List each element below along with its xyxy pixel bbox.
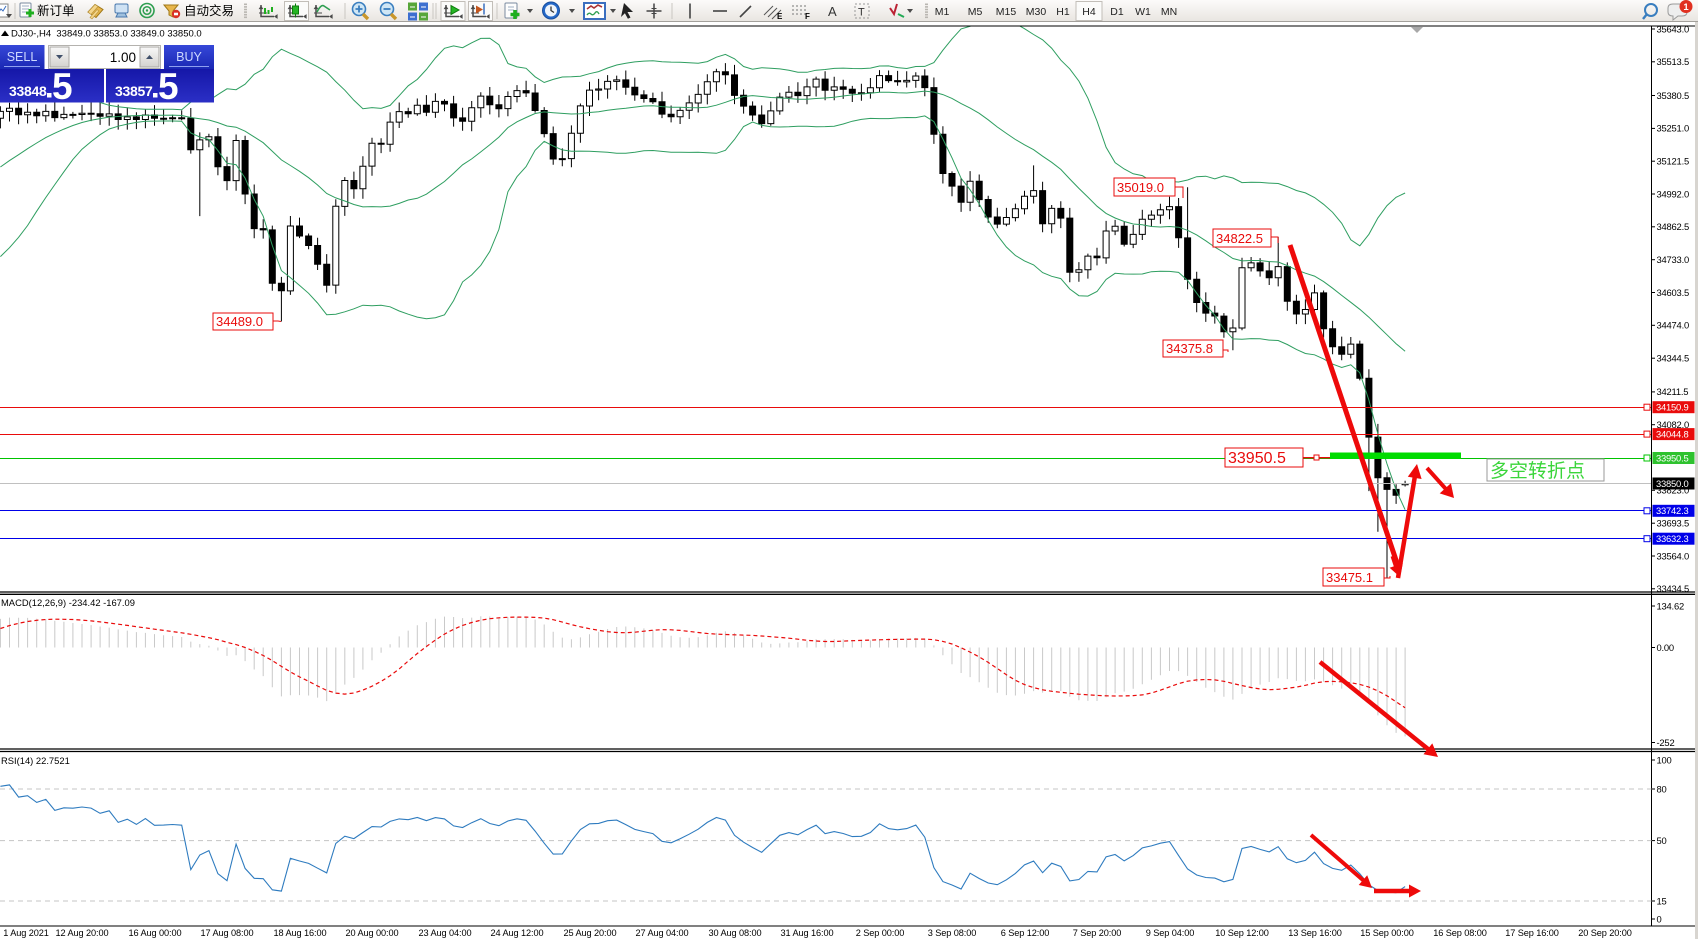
svg-text:自动交易: 自动交易 [184,3,234,18]
svg-text:33823.0: 33823.0 [1657,485,1690,496]
svg-text:34344.5: 34344.5 [1657,353,1690,364]
svg-text:3 Sep 08:00: 3 Sep 08:00 [928,928,976,938]
svg-text:33693.5: 33693.5 [1657,518,1690,529]
svg-text:1 Aug 2021: 1 Aug 2021 [3,928,49,938]
svg-text:34603.5: 34603.5 [1657,287,1690,298]
svg-text:BUY: BUY [176,50,202,64]
svg-text:35019.0: 35019.0 [1117,180,1164,195]
svg-text:新订单: 新订单 [37,3,75,18]
svg-text:33857: 33857 [115,83,153,99]
svg-text:D1: D1 [1110,6,1124,18]
svg-text:31 Aug 16:00: 31 Aug 16:00 [781,928,834,938]
svg-text:M15: M15 [996,6,1017,18]
svg-text:RSI(14) 22.7521: RSI(14) 22.7521 [1,755,70,766]
svg-text:33475.1: 33475.1 [1326,570,1373,585]
svg-text:15: 15 [1657,895,1667,906]
svg-text:1.00: 1.00 [110,50,136,65]
svg-text:35513.5: 35513.5 [1657,56,1690,67]
svg-text:34992.0: 34992.0 [1657,188,1690,199]
svg-text:16 Sep 08:00: 16 Sep 08:00 [1433,928,1486,938]
svg-text:34044.8: 34044.8 [1656,428,1689,439]
svg-text:35643.0: 35643.0 [1657,23,1690,34]
svg-text:13 Sep 16:00: 13 Sep 16:00 [1288,928,1341,938]
svg-text:0: 0 [1657,913,1662,924]
svg-text:35251.0: 35251.0 [1657,123,1690,134]
svg-text:34733.0: 34733.0 [1657,254,1690,265]
svg-text:27 Aug 04:00: 27 Aug 04:00 [636,928,689,938]
svg-text:M30: M30 [1026,6,1047,18]
svg-text:30 Aug 08:00: 30 Aug 08:00 [709,928,762,938]
svg-text:20 Aug 00:00: 20 Aug 00:00 [346,928,399,938]
svg-text:0.00: 0.00 [1657,642,1674,653]
svg-text:34474.0: 34474.0 [1657,320,1690,331]
svg-text:50: 50 [1657,835,1667,846]
svg-text:F: F [805,12,810,21]
svg-text:6 Sep 12:00: 6 Sep 12:00 [1001,928,1049,938]
svg-text:35121.5: 35121.5 [1657,156,1690,167]
svg-text:12 Aug 20:00: 12 Aug 20:00 [56,928,109,938]
svg-text:A: A [828,4,837,19]
svg-text:-252: -252 [1657,737,1675,748]
svg-text:E: E [777,12,783,21]
svg-text:100: 100 [1657,754,1672,765]
svg-text:34150.9: 34150.9 [1656,402,1689,413]
svg-text:33850.0: 33850.0 [1656,478,1689,489]
svg-text:17 Aug 08:00: 17 Aug 08:00 [201,928,254,938]
svg-text:H4: H4 [1082,6,1096,18]
svg-text:2 Sep 00:00: 2 Sep 00:00 [856,928,904,938]
svg-text:1: 1 [1683,2,1689,13]
svg-text:33950.5: 33950.5 [1656,452,1689,463]
svg-text:16 Aug 00:00: 16 Aug 00:00 [129,928,182,938]
svg-text:33564.0: 33564.0 [1657,550,1690,561]
svg-text:5: 5 [52,66,73,107]
svg-text:17 Sep 16:00: 17 Sep 16:00 [1505,928,1558,938]
svg-text:15 Sep 00:00: 15 Sep 00:00 [1360,928,1413,938]
svg-text:24 Aug 12:00: 24 Aug 12:00 [491,928,544,938]
svg-text:33950.5: 33950.5 [1228,450,1286,467]
svg-text:18 Aug 16:00: 18 Aug 16:00 [274,928,327,938]
svg-text:10 Sep 12:00: 10 Sep 12:00 [1215,928,1268,938]
svg-text:34375.8: 34375.8 [1166,341,1213,356]
svg-text:7 Sep 20:00: 7 Sep 20:00 [1073,928,1121,938]
svg-text:M5: M5 [968,6,983,18]
svg-text:20 Sep 20:00: 20 Sep 20:00 [1578,928,1631,938]
svg-text:33742.3: 33742.3 [1656,505,1689,516]
svg-text:9 Sep 04:00: 9 Sep 04:00 [1146,928,1194,938]
svg-text:W1: W1 [1135,6,1151,18]
svg-text:MN: MN [1161,6,1177,18]
svg-text:34862.5: 34862.5 [1657,221,1690,232]
svg-text:SELL: SELL [7,50,38,64]
svg-text:35380.5: 35380.5 [1657,90,1690,101]
svg-text:MACD(12,26,9) -234.42 -167.09: MACD(12,26,9) -234.42 -167.09 [1,597,135,608]
svg-text:T: T [858,7,865,19]
svg-text:23 Aug 04:00: 23 Aug 04:00 [419,928,472,938]
svg-text:33848: 33848 [9,83,47,99]
svg-text:5: 5 [158,66,179,107]
svg-text:H1: H1 [1056,6,1070,18]
svg-text:34489.0: 34489.0 [216,314,263,329]
svg-text:80: 80 [1657,783,1667,794]
svg-text:34082.0: 34082.0 [1657,419,1690,430]
svg-text:33632.3: 33632.3 [1656,533,1689,544]
svg-text:DJ30-,H4 33849.0 33853.0 3384: DJ30-,H4 33849.0 33853.0 33849.0 33850.0 [11,29,202,40]
svg-text:33434.5: 33434.5 [1657,583,1690,594]
svg-text:M1: M1 [935,6,950,18]
svg-text:34822.5: 34822.5 [1216,231,1263,246]
svg-text:34211.5: 34211.5 [1657,386,1689,397]
svg-text:多空转折点: 多空转折点 [1490,460,1585,482]
svg-text:134.62: 134.62 [1657,600,1684,611]
svg-text:25 Aug 20:00: 25 Aug 20:00 [564,928,617,938]
